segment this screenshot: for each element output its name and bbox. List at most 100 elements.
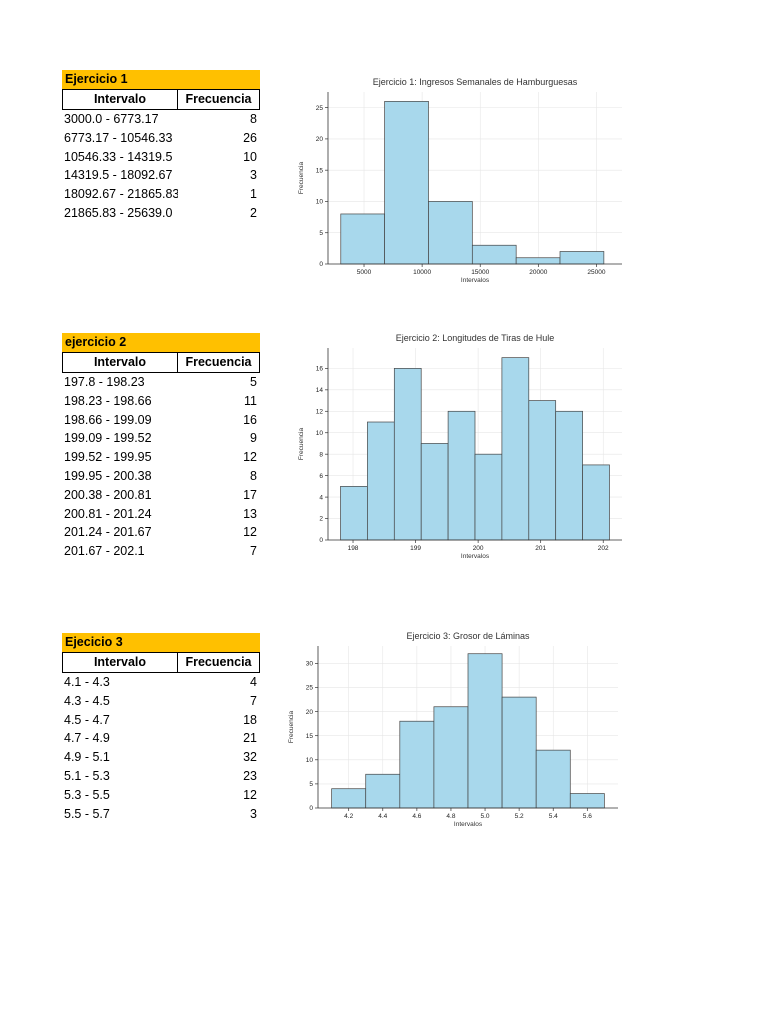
frequency-cell: 12 xyxy=(243,450,257,465)
x-tick-label: 5.2 xyxy=(515,813,524,820)
x-tick-label: 20000 xyxy=(529,269,547,276)
header-intervalo: Intervalo xyxy=(63,353,178,372)
table-header: Intervalo Frecuencia xyxy=(62,90,260,110)
table-row: 4.3 - 4.5 7 xyxy=(62,692,260,711)
y-tick-label: 25 xyxy=(316,105,324,112)
y-tick-label: 20 xyxy=(316,136,324,143)
chart-title: Ejercicio 1: Ingresos Semanales de Hambu… xyxy=(373,77,578,87)
y-tick-label: 5 xyxy=(309,781,313,788)
y-tick-label: 30 xyxy=(306,661,314,668)
x-tick-label: 4.6 xyxy=(412,813,421,820)
interval-cell: 3000.0 - 6773.17 xyxy=(64,112,159,126)
frequency-cell: 26 xyxy=(243,130,257,145)
table-row: 18092.67 - 21865.83 1 xyxy=(62,185,260,204)
histogram-bar xyxy=(340,213,385,265)
table-row: 201.24 - 201.67 12 xyxy=(62,523,260,542)
interval-cell: 10546.33 - 14319.5 xyxy=(64,149,173,164)
frequency-cell: 23 xyxy=(243,768,257,783)
table-row: 201.67 - 202.1 7 xyxy=(62,542,260,561)
y-tick-label: 14 xyxy=(316,387,324,394)
table-row: 197.8 - 198.23 5 xyxy=(62,373,260,392)
interval-cell: 197.8 - 198.23 xyxy=(64,375,145,389)
y-tick-label: 5 xyxy=(319,230,323,237)
interval-cell: 200.81 - 201.24 xyxy=(64,506,152,521)
histogram-bar xyxy=(569,793,605,809)
frequency-cell: 12 xyxy=(243,525,257,540)
table-row: 200.38 - 200.81 17 xyxy=(62,486,260,505)
histogram-bar xyxy=(420,443,449,541)
table-row: 14319.5 - 18092.67 3 xyxy=(62,166,260,185)
table-row: 198.66 - 199.09 16 xyxy=(62,411,260,430)
interval-cell: 5.1 - 5.3 xyxy=(64,768,110,783)
x-axis-label: Intervalos xyxy=(461,277,490,284)
frequency-cell: 8 xyxy=(250,468,257,483)
x-tick-label: 5000 xyxy=(357,269,372,276)
y-axis-label: Frecuencia xyxy=(298,428,305,461)
histogram-bar xyxy=(515,257,561,265)
interval-cell: 201.67 - 202.1 xyxy=(64,544,145,559)
interval-cell: 5.5 - 5.7 xyxy=(64,806,110,821)
frequency-table-2: ejercicio 2 Intervalo Frecuencia 197.8 -… xyxy=(62,333,260,561)
x-tick-label: 25000 xyxy=(587,269,605,276)
frequency-cell: 5 xyxy=(250,375,257,389)
y-tick-label: 16 xyxy=(316,366,324,373)
table-row: 4.5 - 4.7 18 xyxy=(62,711,260,730)
y-tick-label: 8 xyxy=(319,451,323,458)
table-row: 6773.17 - 10546.33 26 xyxy=(62,129,260,148)
header-frecuencia: Frecuencia xyxy=(185,655,252,669)
histogram-bar xyxy=(433,706,469,809)
histogram-bar xyxy=(535,749,571,809)
y-tick-label: 6 xyxy=(319,473,323,480)
interval-cell: 18092.67 - 21865.83 xyxy=(64,187,178,202)
x-tick-label: 201 xyxy=(535,545,546,552)
frequency-cell: 10 xyxy=(243,149,257,164)
table-row: 10546.33 - 14319.5 10 xyxy=(62,148,260,167)
interval-cell: 4.7 - 4.9 xyxy=(64,731,110,746)
chart-title: Ejercicio 3: Grosor de Láminas xyxy=(406,631,530,641)
y-tick-label: 15 xyxy=(306,733,314,740)
histogram-bar xyxy=(393,368,422,541)
histogram-bar xyxy=(555,410,583,541)
interval-cell: 200.38 - 200.81 xyxy=(64,487,152,502)
y-tick-label: 0 xyxy=(319,537,323,544)
table-title: Ejercicio 1 xyxy=(62,70,260,90)
histogram-bar xyxy=(467,653,503,809)
frequency-cell: 16 xyxy=(243,412,257,427)
histogram-bar xyxy=(582,464,610,541)
y-tick-label: 2 xyxy=(319,516,323,523)
frequency-cell: 3 xyxy=(250,806,257,821)
x-tick-label: 202 xyxy=(598,545,609,552)
interval-cell: 4.5 - 4.7 xyxy=(64,712,110,727)
frequency-table-3: Ejecicio 3 Intervalo Frecuencia 4.1 - 4.… xyxy=(62,633,260,823)
histogram-bar xyxy=(501,357,530,541)
y-tick-label: 0 xyxy=(319,261,323,268)
table-row: 3000.0 - 6773.17 8 xyxy=(62,110,260,129)
interval-cell: 14319.5 - 18092.67 xyxy=(64,168,173,183)
header-frecuencia: Frecuencia xyxy=(185,355,252,369)
interval-cell: 199.09 - 199.52 xyxy=(64,431,152,446)
x-tick-label: 15000 xyxy=(471,269,489,276)
table-row: 200.81 - 201.24 13 xyxy=(62,505,260,524)
interval-cell: 199.95 - 200.38 xyxy=(64,468,152,483)
frequency-cell: 3 xyxy=(250,168,257,183)
table-title: Ejecicio 3 xyxy=(62,633,260,653)
frequency-cell: 1 xyxy=(250,187,257,202)
y-tick-label: 4 xyxy=(319,494,323,501)
frequency-cell: 13 xyxy=(243,506,257,521)
histogram-bar xyxy=(340,486,368,541)
x-tick-label: 199 xyxy=(410,545,421,552)
frequency-cell: 18 xyxy=(243,712,257,727)
frequency-cell: 9 xyxy=(250,431,257,446)
x-tick-label: 4.2 xyxy=(344,813,353,820)
frequency-cell: 11 xyxy=(244,393,257,408)
histogram-bar xyxy=(384,101,429,265)
interval-cell: 4.9 - 5.1 xyxy=(64,750,110,765)
table-title: ejercicio 2 xyxy=(62,333,260,353)
interval-cell: 21865.83 - 25639.0 xyxy=(64,205,173,220)
histogram-ejercicio-2: Ejercicio 2: Longitudes de Tiras de Hule… xyxy=(298,333,622,560)
header-frecuencia: Frecuencia xyxy=(185,92,252,106)
table-row: 198.23 - 198.66 11 xyxy=(62,392,260,411)
table-header: Intervalo Frecuencia xyxy=(62,353,260,373)
histogram-bar xyxy=(474,453,503,541)
interval-cell: 198.66 - 199.09 xyxy=(64,412,152,427)
